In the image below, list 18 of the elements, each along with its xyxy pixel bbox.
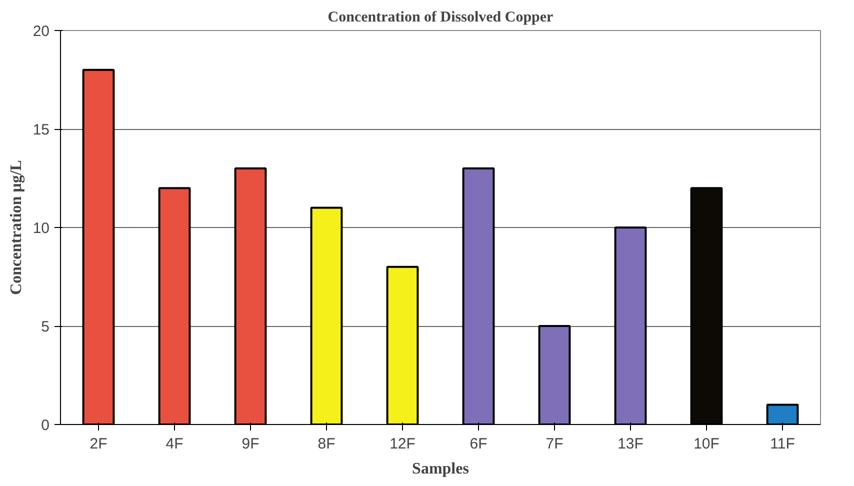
- y-tick-label: 20: [32, 23, 50, 40]
- x-tick-label: 8F: [318, 436, 336, 452]
- chart-title: Concentration of Dissolved Copper: [328, 10, 554, 26]
- x-tick-label: 7F: [546, 436, 564, 452]
- x-tick-label: 4F: [166, 436, 184, 452]
- x-axis-title: Samples: [412, 460, 469, 478]
- y-tick-label: 10: [32, 220, 50, 237]
- x-tick-label: 6F: [470, 436, 488, 452]
- y-axis-title: Concentration μg/L: [8, 160, 25, 295]
- x-tick-label: 10F: [694, 436, 720, 452]
- x-tick-label: 2F: [90, 436, 108, 452]
- x-tick-label: 11F: [770, 436, 795, 452]
- x-tick-label: 13F: [618, 436, 644, 452]
- x-tick-label: 12F: [390, 436, 416, 452]
- y-tick-label: 0: [41, 417, 50, 434]
- y-tick-label: 15: [32, 122, 50, 138]
- x-tick-label: 9F: [242, 436, 260, 452]
- y-tick-label: 5: [41, 318, 50, 336]
